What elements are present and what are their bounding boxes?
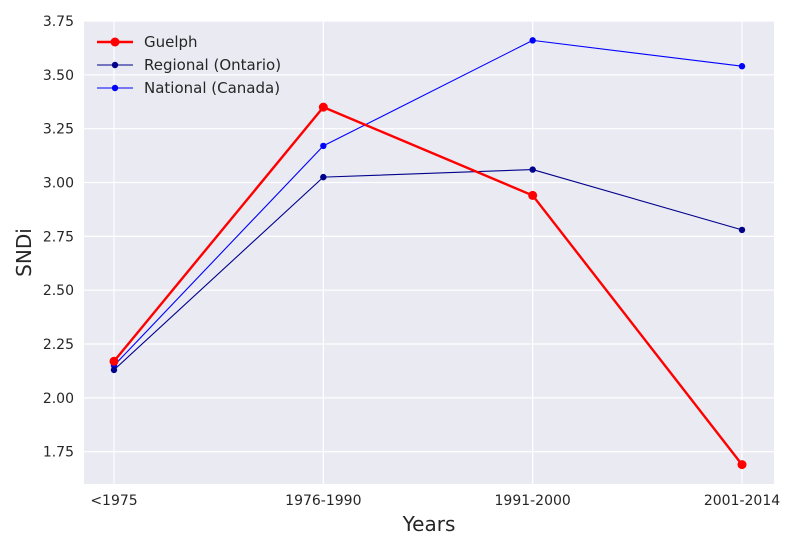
x-tick-label: <1975: [90, 493, 137, 509]
series-regional-ontario: [110, 166, 746, 374]
series-guelph: [109, 102, 747, 470]
x-tick-label: 2001-2014: [704, 493, 780, 509]
legend-swatch-marker: [110, 37, 120, 47]
x-tick-label: 1991-2000: [495, 493, 571, 509]
plot-background: [84, 21, 774, 484]
y-tick-label: 2.75: [43, 229, 74, 245]
y-tick-label: 2.25: [43, 337, 74, 353]
data-point: [738, 226, 746, 234]
legend-item: National (Canada): [97, 79, 280, 97]
y-tick-label: 3.75: [43, 14, 74, 30]
legend-label: Guelph: [144, 33, 198, 51]
y-tick-label: 3.25: [43, 122, 74, 138]
data-point: [529, 166, 536, 173]
data-point: [320, 173, 327, 181]
series-line: [113, 105, 743, 466]
y-tick-label: 3.50: [43, 68, 74, 84]
grid-lines: [84, 20, 774, 484]
data-point: [737, 460, 747, 470]
y-tick-label: 2.50: [43, 283, 74, 299]
legend-label: Regional (Ontario): [144, 56, 281, 74]
legend: Guelph Regional (Ontario) National (Canada…: [97, 33, 281, 97]
legend-swatch-marker: [111, 61, 119, 69]
legend-label: National (Canada): [144, 79, 280, 97]
y-tick-label: 3.00: [43, 176, 74, 192]
data-point: [110, 366, 118, 374]
y-axis-title: SNDi: [12, 228, 36, 277]
legend-swatch-marker: [111, 84, 119, 92]
data-point: [109, 356, 119, 366]
series-lines: [109, 37, 747, 470]
data-point: [318, 102, 328, 112]
series-line: [113, 169, 743, 371]
y-axis-ticks: 1.75 2.00 2.25 2.50 2.75 3.00 3.25 3.50 3.75: [43, 14, 74, 461]
x-axis-title: Years: [402, 512, 456, 536]
data-point: [320, 142, 327, 150]
legend-item: Guelph: [97, 33, 198, 51]
data-point: [738, 63, 746, 70]
x-axis-ticks: <1975 1976-1990 1991-2000 2001-2014: [90, 493, 780, 509]
data-point: [529, 37, 536, 44]
y-tick-label: 1.75: [43, 445, 74, 461]
y-tick-label: 2.00: [43, 391, 74, 407]
x-tick-label: 1976-1990: [285, 493, 361, 509]
series-line: [113, 39, 743, 366]
legend-item: Regional (Ontario): [97, 56, 281, 74]
data-point: [528, 190, 538, 200]
